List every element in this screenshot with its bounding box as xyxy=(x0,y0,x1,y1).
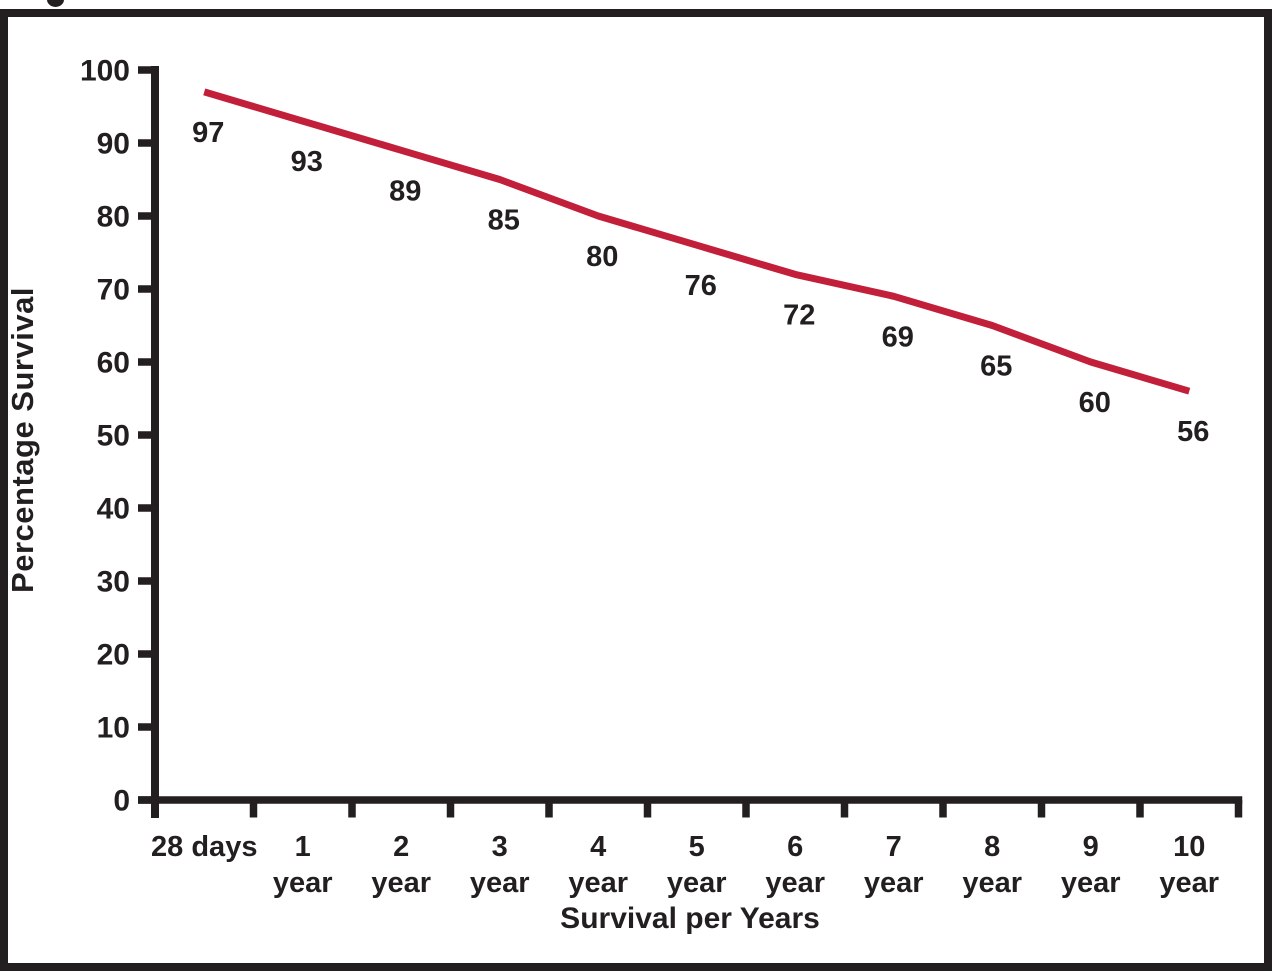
x-category-label: year xyxy=(470,867,530,899)
x-category-label: year xyxy=(667,867,727,899)
x-axis-title: Survival per Years xyxy=(560,902,820,935)
x-category-label: 2 xyxy=(393,831,409,863)
y-tick-label: 30 xyxy=(97,566,130,599)
y-tick-label: 60 xyxy=(97,347,130,380)
x-category-label: year xyxy=(568,867,628,899)
x-category-label: 7 xyxy=(886,831,902,863)
x-category-label: 8 xyxy=(984,831,1000,863)
y-tick-label: 70 xyxy=(97,274,130,307)
x-category-label: 9 xyxy=(1083,831,1099,863)
y-tick-label: 10 xyxy=(97,712,130,745)
x-category-label: 4 xyxy=(590,831,606,863)
data-label: 56 xyxy=(1177,416,1209,448)
y-tick-label: 50 xyxy=(97,420,130,453)
x-category-label: year xyxy=(1061,867,1121,899)
cropped-text-fragment xyxy=(47,0,64,7)
y-tick-label: 80 xyxy=(97,201,130,234)
survival-line xyxy=(203,88,1191,395)
figure-frame xyxy=(0,9,1272,971)
data-label: 65 xyxy=(980,351,1012,383)
x-category-label: year xyxy=(371,867,431,899)
x-category-label: 6 xyxy=(787,831,803,863)
data-label: 80 xyxy=(586,241,618,273)
x-category-label: 28 days xyxy=(151,831,257,863)
x-category-label: 5 xyxy=(689,831,705,863)
x-category-label: 3 xyxy=(492,831,508,863)
y-axis-title: Percentage Survival xyxy=(5,287,40,593)
y-tick-label: 40 xyxy=(97,493,130,526)
data-label: 93 xyxy=(291,146,323,178)
x-category-label: 10 xyxy=(1173,831,1205,863)
data-label: 89 xyxy=(389,175,421,207)
data-label: 76 xyxy=(685,270,717,302)
x-category-label: 1 xyxy=(295,831,311,863)
data-label: 85 xyxy=(488,205,520,237)
x-category-label: year xyxy=(765,867,825,899)
data-label: 72 xyxy=(783,299,815,331)
data-label: 60 xyxy=(1079,387,1111,419)
x-category-label: year xyxy=(273,867,333,899)
y-tick-label: 20 xyxy=(97,639,130,672)
y-tick-label: 100 xyxy=(80,55,130,88)
y-tick-label: 90 xyxy=(97,128,130,161)
data-label: 69 xyxy=(882,321,914,353)
data-label: 97 xyxy=(192,117,224,149)
x-category-label: year xyxy=(864,867,924,899)
x-category-label: year xyxy=(1159,867,1219,899)
x-category-label: year xyxy=(962,867,1022,899)
y-tick-label: 0 xyxy=(113,785,130,818)
